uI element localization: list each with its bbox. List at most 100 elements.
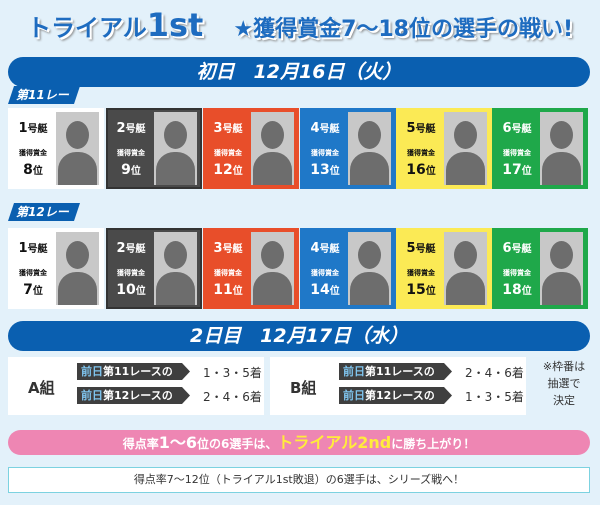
frame-note: ※枠番は 抽選で 決定 [532, 358, 596, 409]
prize-rank: 8位 [10, 162, 56, 178]
title-main-big: 1st [146, 6, 204, 44]
group-name: B組 [290, 379, 317, 397]
prev-day: 前日 [343, 389, 365, 402]
boat-num: 4 [310, 241, 320, 256]
player-photo-placeholder [444, 112, 487, 185]
rank-suffix: 位 [329, 166, 340, 177]
prize-label: 獲得賞金 [311, 269, 339, 277]
rank-suffix: 位 [425, 166, 436, 177]
boat-suffix: 号艇 [511, 244, 532, 255]
player-photo-placeholder [56, 112, 99, 185]
prize-rank: 13位 [302, 162, 348, 178]
boat-num: 2 [116, 121, 126, 136]
silhouette-body-icon [253, 152, 292, 185]
boat-card: 2号艇 獲得賞金 10位 [106, 228, 202, 309]
prize-label: 獲得賞金 [214, 269, 242, 277]
boat-card: 2号艇 獲得賞金 9位 [106, 108, 202, 189]
boat-number: 3号艇 [205, 240, 251, 256]
rank-suffix: 位 [32, 166, 43, 177]
rank-suffix: 位 [521, 166, 532, 177]
rank-value: 8 [23, 162, 33, 178]
silhouette-body-icon [350, 272, 389, 305]
finish-positions: 1・3・5着 [203, 366, 262, 380]
advance-banner: 得点率1～6位の6選手は、トライアル2ndに勝ち上がり！ [8, 430, 590, 455]
race-name: 第12レースの [365, 389, 435, 402]
prev-day: 前日 [81, 365, 103, 378]
rank-value: 14 [310, 282, 330, 298]
note-line: ※枠番は [542, 360, 586, 373]
boat-number: 3号艇 [205, 120, 251, 136]
silhouette-body-icon [446, 272, 485, 305]
boat-num: 1 [18, 121, 28, 136]
prize-rank: 9位 [108, 162, 154, 178]
rank-suffix: 位 [232, 166, 243, 177]
boat-card: 6号艇 獲得賞金 17位 [492, 108, 588, 189]
advance-highlight: トライアル2nd [277, 433, 392, 452]
boat-num: 4 [310, 121, 320, 136]
prize-rank: 11位 [205, 282, 251, 298]
title-main: トライアル [26, 14, 147, 42]
boat-suffix: 号艇 [222, 124, 243, 135]
race-label: 第12レース [8, 203, 80, 221]
race-arrow-label: 前日第11レースの [339, 363, 452, 380]
prize-rank: 15位 [398, 282, 444, 298]
prize-rank: 10位 [108, 282, 154, 298]
silhouette-head-icon [261, 241, 284, 269]
rank-value: 18 [502, 282, 522, 298]
boat-number: 1号艇 [10, 120, 56, 136]
finish-positions: 1・3・5着 [465, 390, 524, 404]
boat-card: 3号艇 獲得賞金 12位 [203, 108, 299, 189]
page-title: トライアル1st ★獲得賞金7～18位の選手の戦い! [0, 6, 600, 44]
prev-day: 前日 [81, 389, 103, 402]
silhouette-body-icon [253, 272, 292, 305]
boat-suffix: 号艇 [319, 124, 340, 135]
prize-rank: 7位 [10, 282, 56, 298]
boat-card: 5号艇 獲得賞金 15位 [396, 228, 492, 309]
rank-value: 7 [23, 282, 33, 298]
player-photo-placeholder [540, 112, 583, 185]
boat-number: 6号艇 [494, 120, 540, 136]
title-subtitle: ★獲得賞金7～18位の選手の戦い! [233, 17, 574, 42]
prize-label: 獲得賞金 [407, 269, 435, 277]
boat-suffix: 号艇 [511, 124, 532, 135]
player-photo-placeholder [444, 232, 487, 305]
rank-value: 16 [406, 162, 426, 178]
silhouette-body-icon [350, 152, 389, 185]
silhouette-body-icon [446, 152, 485, 185]
advance-text: に勝ち上がり！ [391, 437, 476, 451]
race-name: 第11レースの [103, 365, 173, 378]
boat-card: 3号艇 獲得賞金 11位 [203, 228, 299, 309]
player-photo-placeholder [154, 112, 197, 185]
race-name: 第11レースの [365, 365, 435, 378]
rank-value: 9 [121, 162, 131, 178]
eliminated-note: 得点率7～12位（トライアル1st敗退）の6選手は、シリーズ戦へ！ [8, 467, 590, 493]
silhouette-head-icon [261, 121, 284, 149]
rank-value: 15 [406, 282, 426, 298]
rank-suffix: 位 [130, 166, 141, 177]
silhouette-head-icon [66, 121, 89, 149]
finish-positions: 2・4・6着 [203, 390, 262, 404]
boat-number: 6号艇 [494, 240, 540, 256]
prize-label: 獲得賞金 [19, 149, 47, 157]
boat-suffix: 号艇 [125, 244, 146, 255]
boat-card: 1号艇 獲得賞金 7位 [8, 228, 104, 309]
race-arrow-label: 前日第12レースの [77, 387, 190, 404]
race-name: 第12レースの [103, 389, 173, 402]
rank-suffix: 位 [329, 286, 340, 297]
boat-suffix: 号艇 [27, 124, 48, 135]
boat-num: 2 [116, 241, 126, 256]
rank-suffix: 位 [425, 286, 436, 297]
prize-label: 獲得賞金 [117, 149, 145, 157]
boat-num: 1 [18, 241, 28, 256]
group-box: A組 前日第11レースの 1・3・5着 前日第12レースの 2・4・6着 [8, 357, 264, 415]
prize-rank: 18位 [494, 282, 540, 298]
rank-value: 13 [310, 162, 330, 178]
rank-suffix: 位 [521, 286, 532, 297]
boat-num: 5 [406, 241, 416, 256]
rank-value: 10 [116, 282, 136, 298]
boat-suffix: 号艇 [319, 244, 340, 255]
rank-value: 12 [213, 162, 233, 178]
silhouette-head-icon [66, 241, 89, 269]
boat-card: 6号艇 獲得賞金 18位 [492, 228, 588, 309]
player-photo-placeholder [251, 112, 294, 185]
